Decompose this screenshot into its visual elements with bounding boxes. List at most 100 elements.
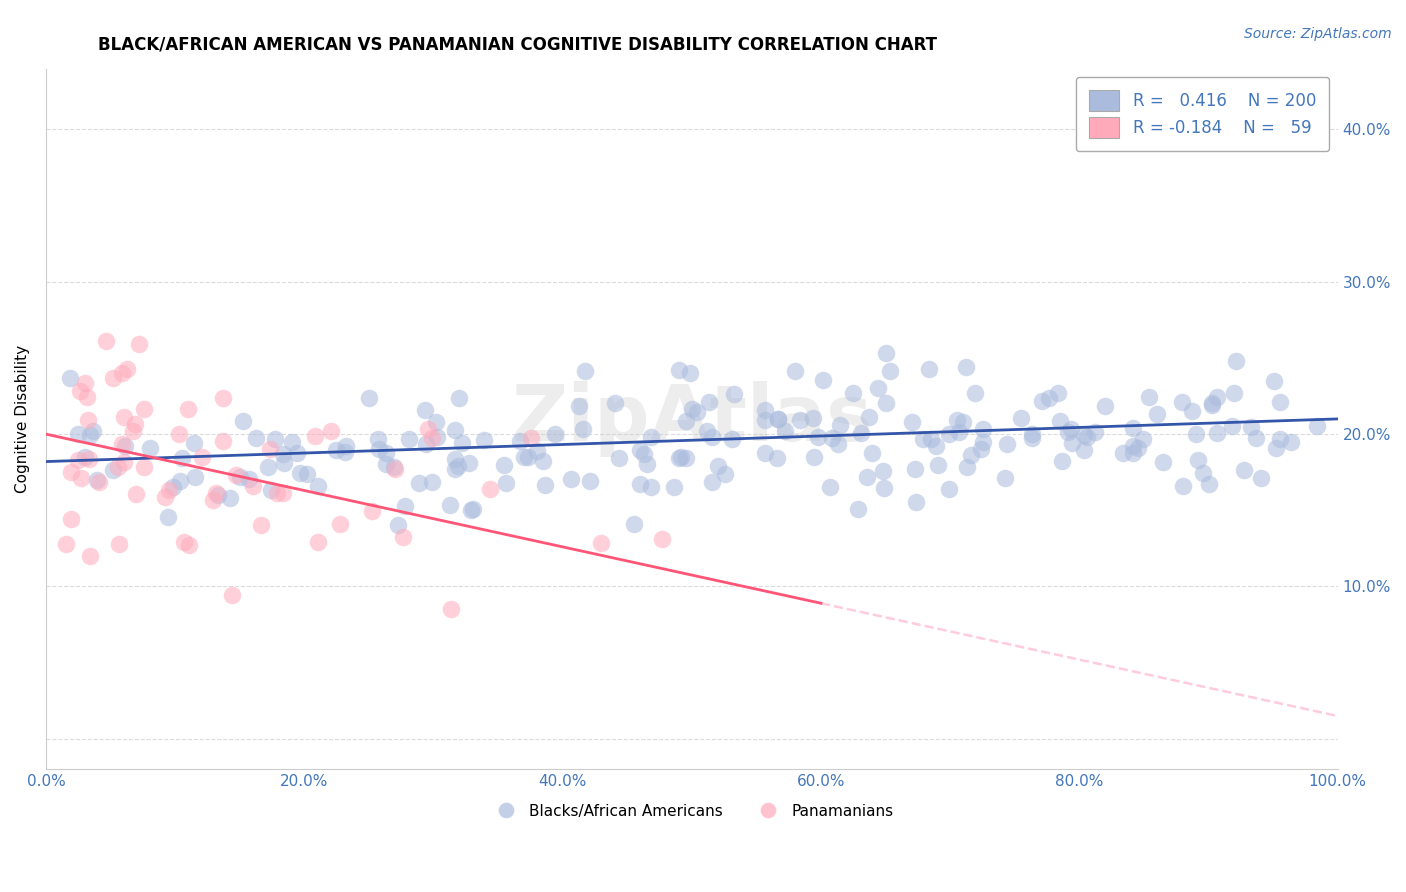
Point xyxy=(124,417,146,432)
Point xyxy=(963,385,986,400)
Point xyxy=(544,426,567,441)
Point xyxy=(382,460,405,475)
Point xyxy=(1233,463,1256,477)
Point xyxy=(768,412,790,426)
Point xyxy=(184,470,207,484)
Point xyxy=(921,432,943,446)
Point xyxy=(134,460,156,475)
Point xyxy=(333,445,356,459)
Point xyxy=(177,402,200,417)
Point xyxy=(720,432,742,446)
Point xyxy=(714,467,737,481)
Point xyxy=(1268,394,1291,409)
Point xyxy=(1021,431,1043,445)
Point xyxy=(492,458,515,472)
Point xyxy=(392,530,415,544)
Point xyxy=(132,401,155,416)
Point xyxy=(1011,411,1033,425)
Point xyxy=(107,459,129,474)
Point xyxy=(238,472,260,486)
Point xyxy=(516,450,538,464)
Point xyxy=(110,437,132,451)
Point xyxy=(86,473,108,487)
Point xyxy=(357,392,380,406)
Point xyxy=(846,502,869,516)
Point xyxy=(696,424,718,438)
Point xyxy=(700,475,723,489)
Point xyxy=(415,436,437,450)
Point xyxy=(374,446,396,460)
Point xyxy=(801,411,824,425)
Point xyxy=(420,475,443,490)
Point xyxy=(173,535,195,549)
Point xyxy=(1073,443,1095,458)
Point xyxy=(1122,439,1144,453)
Point xyxy=(416,422,439,436)
Point xyxy=(623,516,645,531)
Point xyxy=(212,434,235,448)
Point xyxy=(360,504,382,518)
Point xyxy=(1073,427,1095,442)
Point xyxy=(157,483,180,498)
Point xyxy=(1250,471,1272,485)
Point xyxy=(868,381,890,395)
Point xyxy=(218,491,240,505)
Point xyxy=(1094,399,1116,413)
Point xyxy=(172,450,194,465)
Text: Source: ZipAtlas.com: Source: ZipAtlas.com xyxy=(1244,27,1392,41)
Point xyxy=(1060,422,1083,436)
Point xyxy=(425,415,447,429)
Point xyxy=(526,444,548,458)
Point xyxy=(367,433,389,447)
Point xyxy=(367,442,389,456)
Point xyxy=(860,446,883,460)
Point xyxy=(329,517,352,532)
Point xyxy=(927,458,949,472)
Point xyxy=(952,415,974,429)
Point xyxy=(422,432,444,446)
Point xyxy=(841,386,863,401)
Point xyxy=(375,457,398,471)
Point xyxy=(946,413,969,427)
Legend: Blacks/African Americans, Panamanians: Blacks/African Americans, Panamanians xyxy=(484,797,900,825)
Point xyxy=(1049,414,1071,428)
Point xyxy=(560,472,582,486)
Point xyxy=(873,481,896,495)
Point xyxy=(1240,420,1263,434)
Point xyxy=(413,403,436,417)
Text: BLACK/AFRICAN AMERICAN VS PANAMANIAN COGNITIVE DISABILITY CORRELATION CHART: BLACK/AFRICAN AMERICAN VS PANAMANIAN COG… xyxy=(98,36,938,54)
Point xyxy=(607,451,630,466)
Point xyxy=(820,480,842,494)
Point xyxy=(640,430,662,444)
Point xyxy=(828,417,851,432)
Point xyxy=(995,437,1018,451)
Point xyxy=(1060,436,1083,450)
Point xyxy=(640,480,662,494)
Point xyxy=(662,480,685,494)
Point xyxy=(69,384,91,398)
Point xyxy=(207,488,229,502)
Point xyxy=(1264,441,1286,455)
Point xyxy=(1220,419,1243,434)
Point xyxy=(325,443,347,458)
Point xyxy=(264,432,287,446)
Point xyxy=(495,476,517,491)
Point xyxy=(387,517,409,532)
Point xyxy=(509,434,531,448)
Point xyxy=(157,509,180,524)
Point xyxy=(202,492,225,507)
Point xyxy=(1225,354,1247,368)
Point xyxy=(70,471,93,485)
Point xyxy=(970,442,993,457)
Point xyxy=(451,436,474,450)
Point xyxy=(408,476,430,491)
Point xyxy=(1152,455,1174,469)
Point xyxy=(1038,391,1060,405)
Y-axis label: Cognitive Disability: Cognitive Disability xyxy=(15,345,30,493)
Point xyxy=(1031,394,1053,409)
Point xyxy=(439,498,461,512)
Point xyxy=(101,463,124,477)
Point xyxy=(605,396,627,410)
Point xyxy=(879,364,901,378)
Point xyxy=(242,479,264,493)
